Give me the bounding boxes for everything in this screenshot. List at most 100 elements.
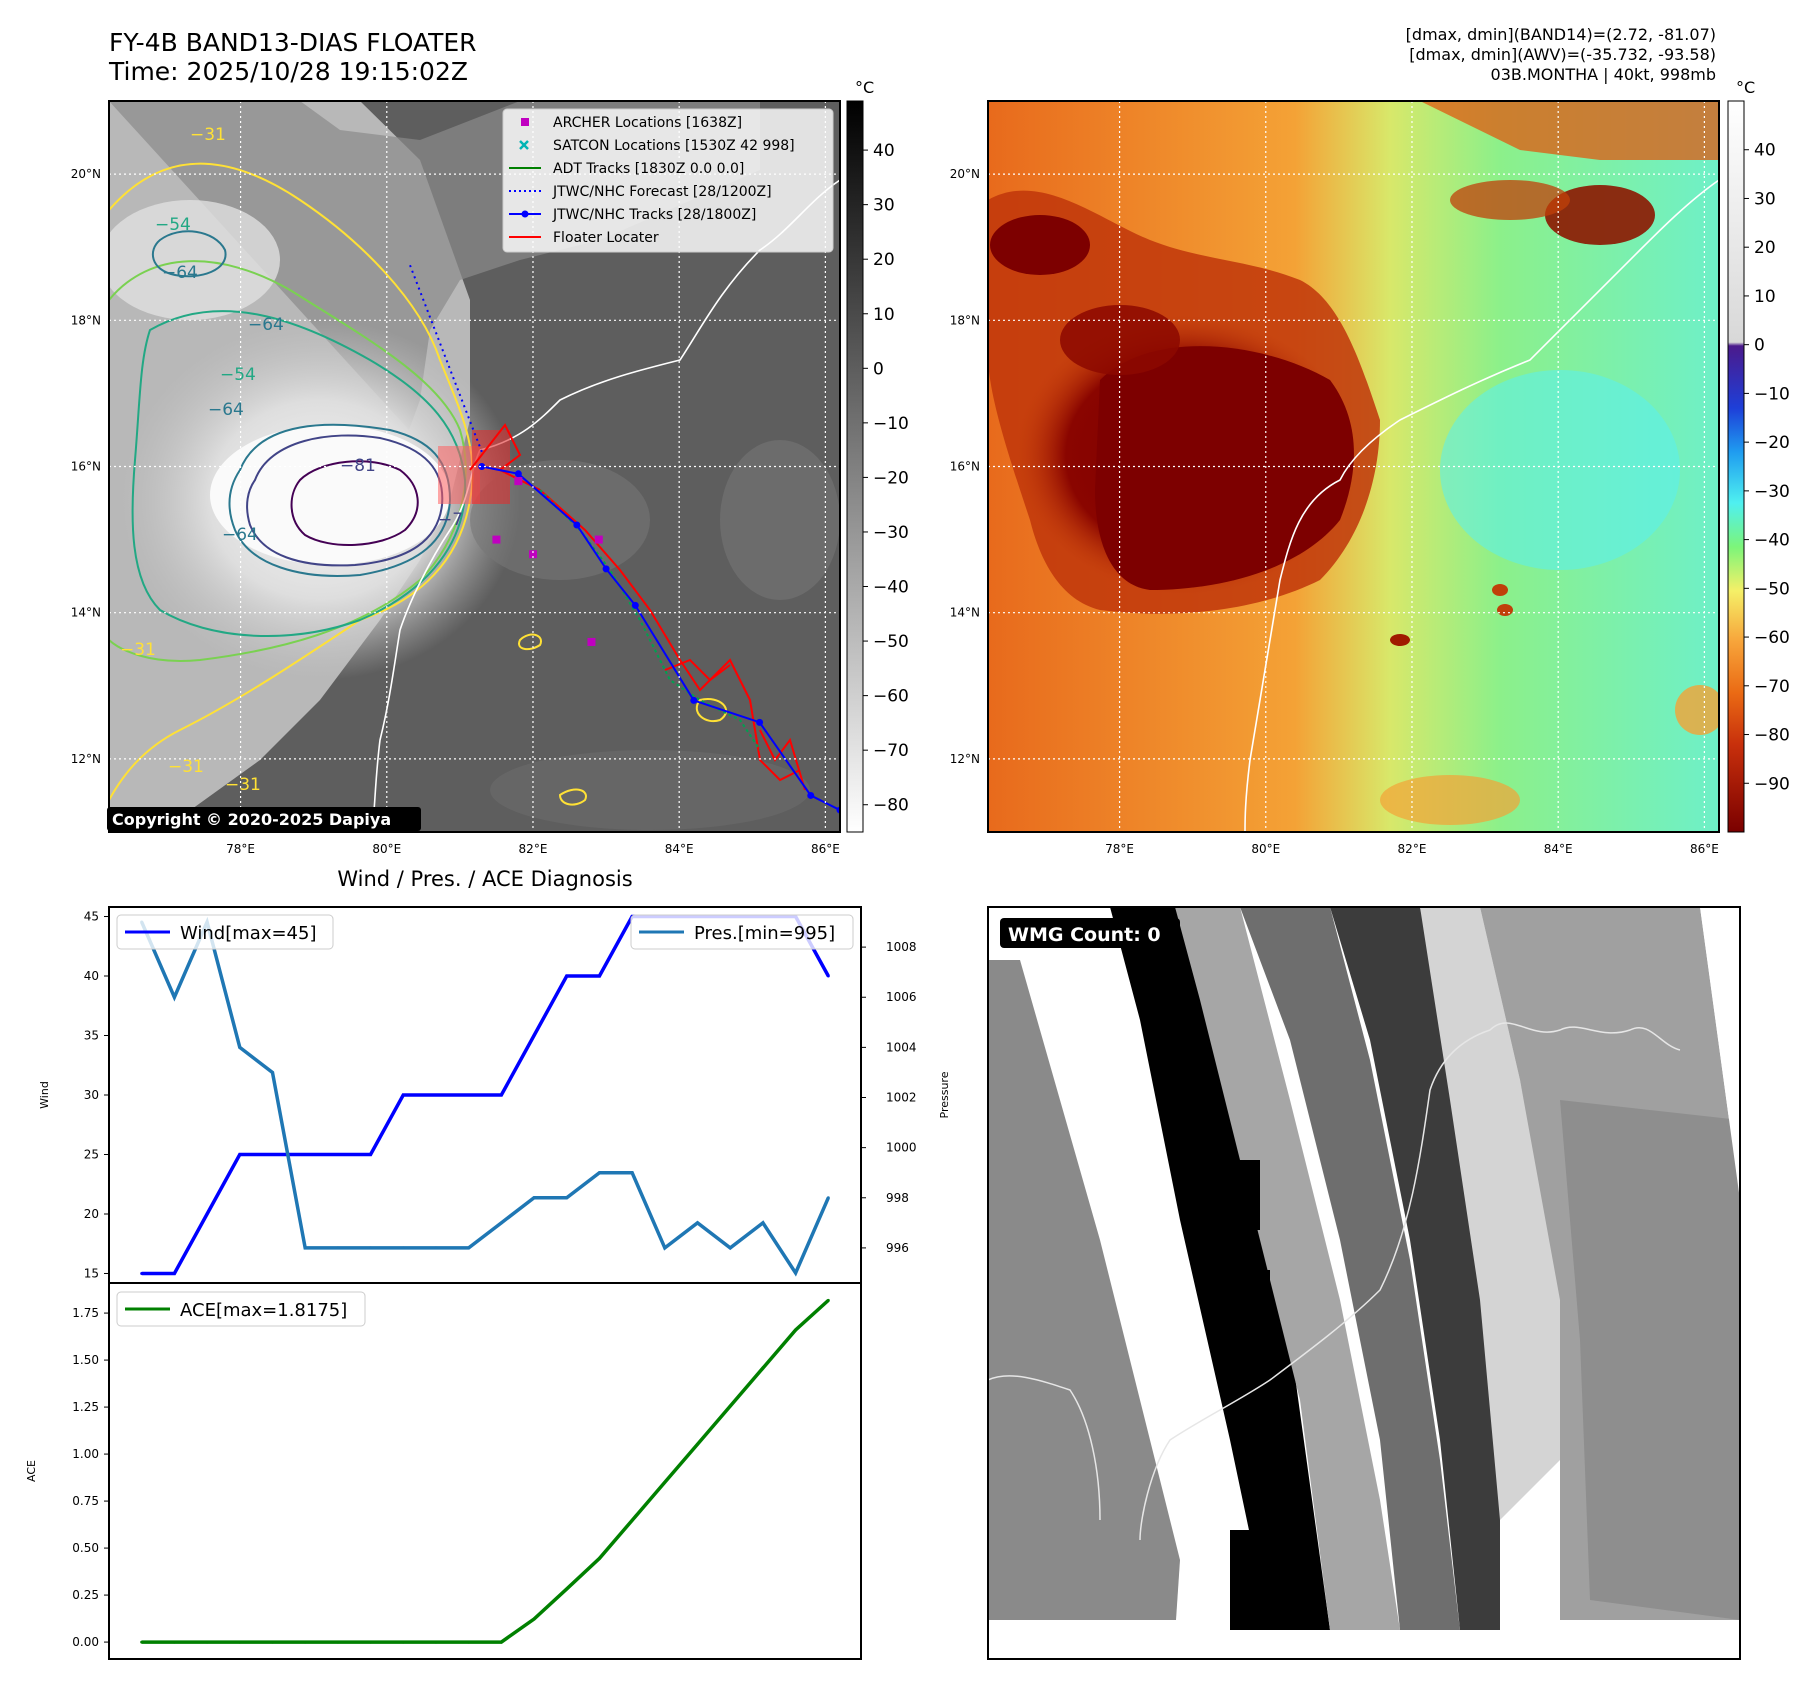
ace-data-point	[238, 1640, 242, 1644]
ace-data-point	[467, 1640, 471, 1644]
jtwc-track-point	[631, 601, 639, 609]
ace-data-point	[597, 1556, 601, 1560]
pressure-data-point	[401, 1246, 405, 1250]
pressure-legend: Pres.[min=995]	[630, 914, 854, 950]
archer-point	[587, 637, 596, 646]
ir-colorbar-unit: °C	[855, 78, 874, 97]
legend-label: ARCHER Locations [1638Z]	[553, 115, 742, 131]
ace-data-point	[303, 1640, 307, 1644]
legend-label: ADT Tracks [1830Z 0.0 0.0]	[553, 161, 744, 177]
ace-ytick-label: 0.25	[72, 1588, 99, 1602]
lon-tick-label: 84°E	[1544, 842, 1573, 856]
pressure-data-point	[303, 1246, 307, 1250]
colorbar-tick-label: −80	[1754, 726, 1790, 746]
pressure-ytick-label: 1008	[886, 940, 917, 954]
pressure-ytick-label: 1000	[886, 1141, 917, 1155]
lon-tick-label: 78°E	[226, 842, 255, 856]
wind-data-point	[532, 1034, 536, 1038]
pressure-data-point	[172, 995, 176, 999]
info-line2: [dmax, dmin](AWV)=(-35.732, -93.58)	[1409, 45, 1716, 64]
ir-colorbar: °C 40 30 20 10 0 −10 −20 −30 −40 −50 −60 −70 −80	[846, 78, 909, 833]
jtwc-track-point	[807, 791, 815, 799]
ir-contour-label: −64	[208, 400, 244, 420]
colorbar-tick-label: −80	[873, 796, 909, 816]
figure-title-line1: FY-4B BAND13-DIAS FLOATER	[109, 28, 477, 57]
lat-tick-label: 18°N	[950, 313, 980, 327]
legend-label: SATCON Locations [1530Z 42 998]	[553, 138, 795, 154]
jtwc-track-point	[478, 463, 486, 470]
ace-ytick-label: 0.75	[72, 1494, 99, 1508]
wind-ytick-label: 25	[84, 1147, 99, 1161]
wind-data-point	[565, 974, 569, 978]
wind-data-point	[499, 1093, 503, 1097]
colorbar-tick-label: −60	[873, 687, 909, 707]
pressure-ytick-label: 998	[886, 1191, 909, 1205]
pressure-data-point	[565, 1196, 569, 1200]
wind-data-point	[434, 1093, 438, 1097]
legend-marker-cross	[519, 140, 529, 150]
ace-data-point	[172, 1640, 176, 1644]
wind-ytick-label: 15	[84, 1266, 99, 1280]
archer-point	[594, 535, 603, 544]
pressure-data-point	[826, 1196, 830, 1200]
pressure-data-point	[597, 1171, 601, 1175]
ace-data-point	[369, 1640, 373, 1644]
ace-ytick-label: 1.50	[72, 1353, 99, 1367]
colorbar-tick-label: 30	[1754, 189, 1776, 209]
pressure-data-point	[369, 1246, 373, 1250]
ace-series-line	[141, 1299, 830, 1644]
colorbar-tick-label: −40	[1754, 531, 1790, 551]
ace-data-point	[630, 1518, 634, 1522]
colorbar-tick-label: 30	[873, 196, 895, 216]
ace-legend: ACE[max=1.8175]	[116, 1291, 366, 1327]
wind-data-point	[597, 974, 601, 978]
colorbar-tick-label: −70	[1754, 677, 1790, 697]
legend-label: JTWC/NHC Tracks [28/1800Z]	[552, 207, 756, 223]
pressure-data-point	[499, 1221, 503, 1225]
ace-data-point	[826, 1298, 830, 1302]
wind-legend: Wind[max=45]	[116, 914, 334, 950]
wind-ytick-label: 40	[84, 969, 99, 983]
pressure-ytick-label: 996	[886, 1241, 909, 1255]
wind-data-point	[303, 1152, 307, 1156]
lat-tick-label: 12°N	[950, 752, 980, 766]
info-line3: 03B.MONTHA | 40kt, 998mb	[1491, 65, 1716, 84]
colorbar-tick-label: 10	[873, 305, 895, 325]
wind-data-point	[270, 1152, 274, 1156]
lat-tick-label: 18°N	[71, 313, 101, 327]
colorbar-tick-label: −90	[1754, 774, 1790, 794]
pressure-data-point	[467, 1246, 471, 1250]
wmg-count-badge: WMG Count: 0	[1008, 924, 1161, 946]
wind-ytick-label: 35	[84, 1029, 99, 1043]
colorbar-tick-label: 40	[1754, 141, 1776, 161]
colorbar-tick-label: −70	[873, 741, 909, 761]
wind-axis-label: Wind	[38, 1081, 51, 1109]
lon-tick-label: 86°E	[811, 842, 840, 856]
lat-tick-label: 14°N	[71, 606, 101, 620]
pressure-data-point	[270, 1070, 274, 1074]
colorbar-tick-label: −20	[1754, 433, 1790, 453]
colorbar-tick-label: −60	[1754, 628, 1790, 648]
ir-contour-label: −7	[438, 510, 463, 530]
pressure-ytick-label: 1006	[886, 990, 917, 1004]
lon-tick-label: 82°E	[1398, 842, 1427, 856]
colorbar-tick-label: −40	[873, 578, 909, 598]
ace-data-point	[270, 1640, 274, 1644]
ace-data-point	[663, 1480, 667, 1484]
ir-legend: ARCHER Locations [1638Z] SATCON Locations…	[502, 108, 834, 253]
ir-contour-label: −64	[162, 263, 198, 283]
wind-ytick-label: 45	[84, 910, 99, 924]
wv-map-panel: °C 403020100−10−20−30−40−50−60−70−80−90 …	[950, 78, 1790, 856]
colorbar-tick-label: −50	[1754, 579, 1790, 599]
wind-ytick-label: 30	[84, 1088, 99, 1102]
pressure-data-point	[663, 1246, 667, 1250]
lat-tick-label: 20°N	[71, 167, 101, 181]
jtwc-forecast-line	[407, 261, 483, 453]
lat-tick-label: 12°N	[71, 752, 101, 766]
ace-axis-label: ACE	[25, 1460, 38, 1482]
ace-data-point	[696, 1442, 700, 1446]
archer-point	[514, 477, 523, 486]
colorbar-tick-label: 20	[1754, 238, 1776, 258]
legend-label: JTWC/NHC Forecast [28/1200Z]	[552, 184, 772, 200]
